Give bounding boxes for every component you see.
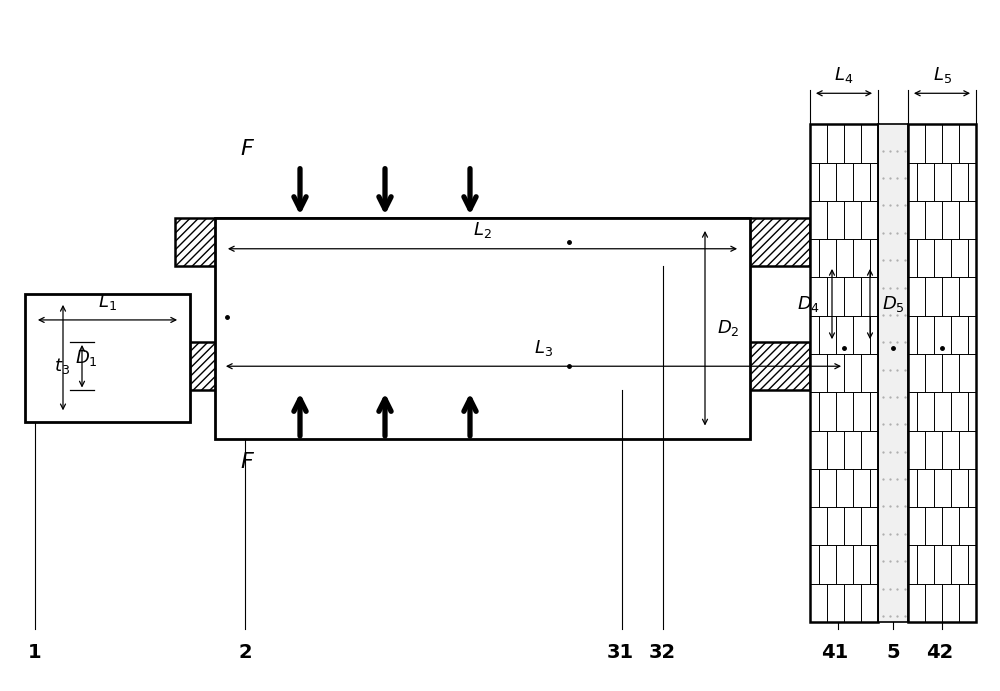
- Bar: [810, 124, 878, 622]
- Bar: [175, 342, 810, 390]
- Text: $t_3$: $t_3$: [54, 357, 70, 376]
- Text: $L_2$: $L_2$: [473, 220, 492, 240]
- Text: 5: 5: [886, 643, 900, 663]
- Text: $D_2$: $D_2$: [717, 319, 740, 338]
- Text: 41: 41: [821, 643, 849, 663]
- Text: 2: 2: [238, 643, 252, 663]
- Bar: [175, 218, 810, 266]
- Text: 32: 32: [648, 643, 676, 663]
- Text: $L_1$: $L_1$: [98, 292, 117, 312]
- Bar: [908, 124, 976, 622]
- Text: 1: 1: [28, 643, 42, 663]
- Text: $L_5$: $L_5$: [933, 65, 951, 85]
- Bar: [25, 294, 190, 422]
- Text: $L_3$: $L_3$: [534, 338, 553, 358]
- Text: $F$: $F$: [240, 452, 256, 471]
- Text: $D_5$: $D_5$: [882, 294, 905, 314]
- Bar: [215, 218, 750, 439]
- Text: $D_1$: $D_1$: [75, 348, 98, 368]
- Bar: [878, 124, 908, 622]
- Text: $D_4$: $D_4$: [797, 294, 820, 314]
- Text: 31: 31: [606, 643, 634, 663]
- Text: 42: 42: [926, 643, 954, 663]
- Text: $F$: $F$: [240, 139, 256, 158]
- Text: $L_4$: $L_4$: [834, 65, 854, 85]
